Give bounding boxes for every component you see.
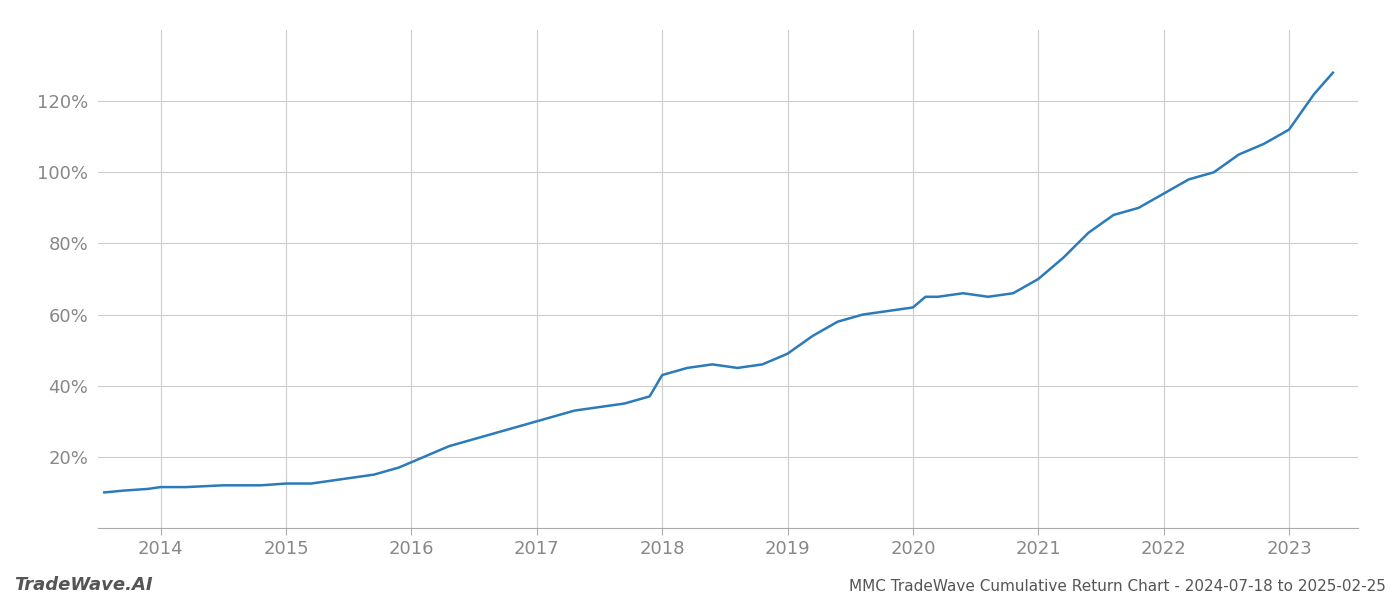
Text: TradeWave.AI: TradeWave.AI	[14, 576, 153, 594]
Text: MMC TradeWave Cumulative Return Chart - 2024-07-18 to 2025-02-25: MMC TradeWave Cumulative Return Chart - …	[850, 579, 1386, 594]
